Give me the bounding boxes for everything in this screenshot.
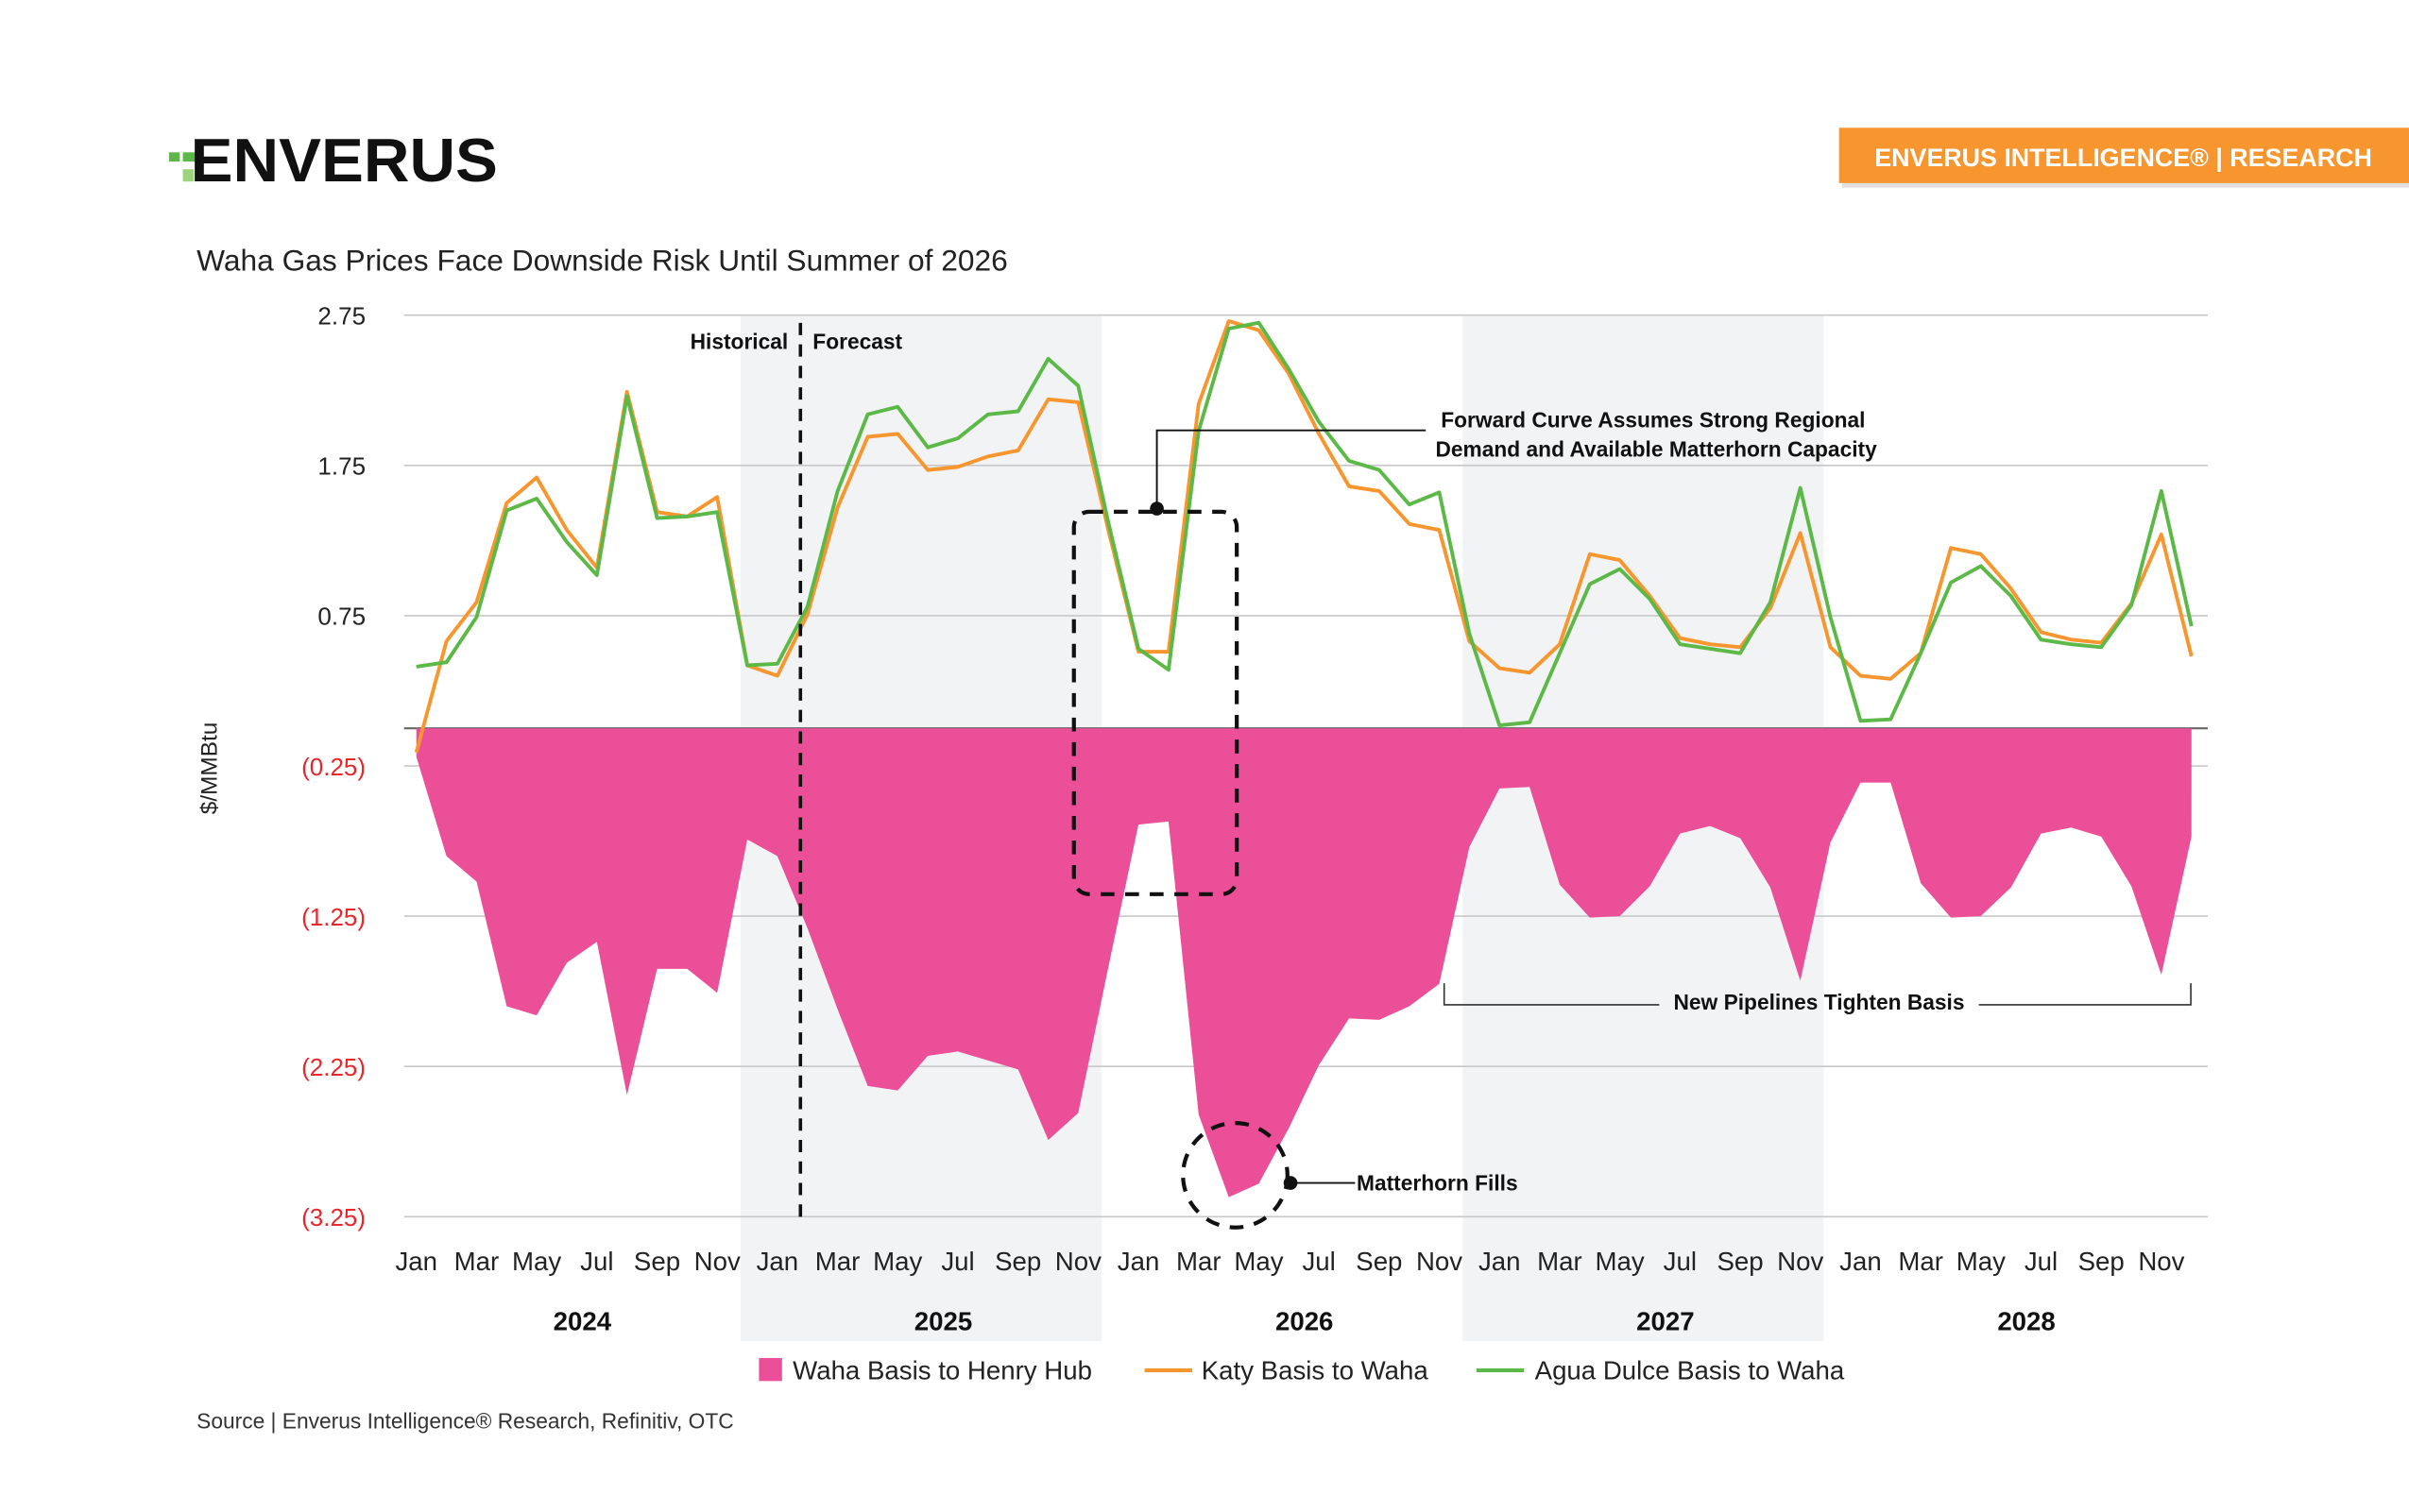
y-axis-label: $/MMBtu (196, 722, 222, 815)
x-tick-label: Mar (1176, 1247, 1222, 1276)
forward-curve-label-2: Demand and Available Matterhorn Capacity (1435, 436, 1877, 461)
logo-text: ENVERUS (191, 126, 498, 195)
x-tick-label: Sep (634, 1247, 680, 1276)
chart-title: Waha Gas Prices Face Downside Risk Until… (196, 244, 1008, 278)
x-tick-label: Sep (1717, 1247, 1763, 1276)
y-tick-label: (0.25) (301, 753, 366, 781)
x-tick-label: May (512, 1247, 561, 1276)
logo-mark-icon (182, 152, 198, 162)
x-tick-label: May (873, 1247, 922, 1276)
x-tick-label: Mar (1898, 1247, 1943, 1276)
x-tick-label: Jan (395, 1247, 437, 1276)
x-tick-label: May (1596, 1247, 1645, 1276)
y-tick-label: (3.25) (301, 1203, 366, 1232)
x-tick-label: Jul (2025, 1247, 2058, 1276)
matterhorn-dot (1283, 1176, 1298, 1190)
legend-label-katy: Katy Basis to Waha (1202, 1356, 1429, 1385)
x-tick-label: Jul (1664, 1247, 1697, 1276)
x-tick-label: May (1956, 1247, 2006, 1276)
legend-label-waha: Waha Basis to Henry Hub (793, 1356, 1092, 1385)
x-tick-label: Jul (580, 1247, 613, 1276)
x-tick-label: Nov (1055, 1247, 1102, 1276)
legend-swatch-waha (759, 1357, 782, 1382)
series-line-katy (414, 319, 2194, 754)
x-tick-label: Mar (815, 1247, 861, 1276)
legend-item-waha[interactable]: Waha Basis to Henry Hub (759, 1356, 1092, 1385)
x-tick-label: Nov (2138, 1247, 2184, 1276)
x-tick-label: Nov (1777, 1247, 1823, 1276)
x-tick-label: Sep (995, 1247, 1041, 1276)
x-tick-label: Nov (1416, 1247, 1462, 1276)
legend-label-agua-dulce: Agua Dulce Basis to Waha (1535, 1356, 1845, 1385)
x-tick-label: May (1234, 1247, 1283, 1276)
x-tick-label: Jul (1302, 1247, 1335, 1276)
x-tick-label: Jan (757, 1247, 799, 1276)
series-area-waha (416, 728, 2192, 1198)
historical-label: Historical (691, 329, 789, 353)
pipelines-bracket-right (1978, 983, 2192, 1006)
x-tick-label: Sep (1356, 1247, 1402, 1276)
legend-item-agua-dulce[interactable]: Agua Dulce Basis to Waha (1476, 1356, 1845, 1385)
matterhorn-label: Matterhorn Fills (1357, 1171, 1518, 1196)
x-tick-label: Nov (694, 1247, 741, 1276)
year-label: 2024 (554, 1307, 612, 1336)
logo-mark-icon (168, 152, 180, 162)
research-badge: ENVERUS INTELLIGENCE® | RESEARCH (1838, 127, 2409, 188)
x-tick-label: Sep (2078, 1247, 2125, 1276)
matterhorn-highlight (1181, 1121, 1290, 1230)
forward-curve-dot (1150, 501, 1164, 516)
x-tick-label: Mar (454, 1247, 500, 1276)
badge-label: ENVERUS INTELLIGENCE® | RESEARCH (1874, 144, 2372, 172)
forward-curve-leader (1155, 429, 1427, 509)
x-tick-label: Jan (1839, 1247, 1882, 1276)
x-tick-label: Jan (1478, 1247, 1521, 1276)
year-label: 2027 (1636, 1307, 1694, 1336)
y-tick-label: (2.25) (301, 1053, 366, 1081)
pipelines-bracket-left (1443, 983, 1660, 1006)
y-tick-label: 2.75 (317, 301, 366, 330)
x-tick-label: Jul (941, 1247, 974, 1276)
series-line-agua-dulce (416, 320, 2194, 728)
x-tick-label: Mar (1537, 1247, 1582, 1276)
year-label: 2028 (1997, 1307, 2055, 1336)
forward-curve-highlight (1071, 509, 1239, 896)
y-tick-label: (1.25) (301, 903, 366, 931)
y-tick-label: 1.75 (317, 452, 366, 481)
forward-curve-label-1: Forward Curve Assumes Strong Regional (1441, 407, 1865, 432)
year-label: 2025 (914, 1307, 972, 1336)
logo-mark-icon (182, 169, 194, 182)
year-label: 2026 (1275, 1307, 1333, 1336)
pipelines-label: New Pipelines Tighten Basis (1673, 990, 1964, 1014)
x-tick-label: Jan (1118, 1247, 1160, 1276)
forecast-label: Forecast (812, 329, 902, 353)
legend-item-katy[interactable]: Katy Basis to Waha (1144, 1356, 1429, 1385)
enverus-logo: ENVERUS (168, 126, 498, 195)
y-tick-label: 0.75 (317, 603, 366, 631)
source-note: Source | Enverus Intelligence® Research,… (196, 1409, 733, 1434)
legend: Waha Basis to Henry Hub Katy Basis to Wa… (759, 1356, 1845, 1385)
